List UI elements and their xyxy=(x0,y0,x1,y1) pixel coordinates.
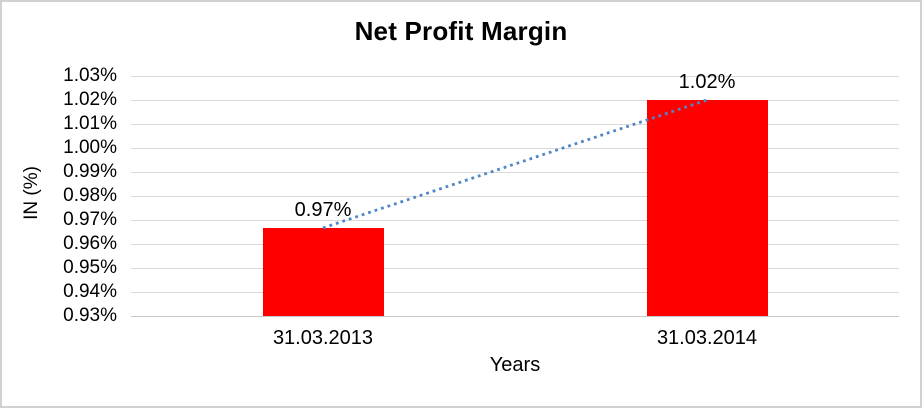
y-tick-label: 0.94% xyxy=(63,281,117,302)
x-axis-line xyxy=(131,315,899,317)
y-tick-label: 0.95% xyxy=(63,257,117,278)
y-tick-label: 0.99% xyxy=(63,161,117,182)
x-axis-title: Years xyxy=(489,354,541,376)
chart-title: Net Profit Margin xyxy=(354,16,568,46)
x-tick-label-31.03.2013: 31.03.2013 xyxy=(272,327,374,349)
y-tick-label: 0.93% xyxy=(63,305,117,326)
y-tick-label: 0.96% xyxy=(63,233,117,254)
gridline xyxy=(131,219,899,221)
y-tick-label: 0.97% xyxy=(63,209,117,230)
y-tick-label: 1.03% xyxy=(63,65,117,86)
y-tick-label: 1.00% xyxy=(63,137,117,158)
data-label-31.03.2014: 1.02% xyxy=(678,71,736,93)
plot-area xyxy=(131,75,899,317)
y-tick-label: 1.01% xyxy=(63,113,117,134)
y-tick-label: 0.98% xyxy=(63,185,117,206)
gridline xyxy=(131,147,899,149)
gridline xyxy=(131,267,899,269)
gridline xyxy=(131,123,899,125)
gridline xyxy=(131,291,899,293)
x-tick-label-31.03.2014: 31.03.2014 xyxy=(656,327,758,349)
bar-31.03.2014 xyxy=(646,100,768,316)
gridline xyxy=(131,99,899,101)
gridline xyxy=(131,75,899,77)
gridline xyxy=(131,243,899,245)
bar-31.03.2013 xyxy=(262,227,384,316)
gridline xyxy=(131,171,899,173)
data-label-31.03.2013: 0.97% xyxy=(294,198,352,221)
y-tick-label: 1.02% xyxy=(63,89,117,110)
gridline xyxy=(131,195,899,197)
